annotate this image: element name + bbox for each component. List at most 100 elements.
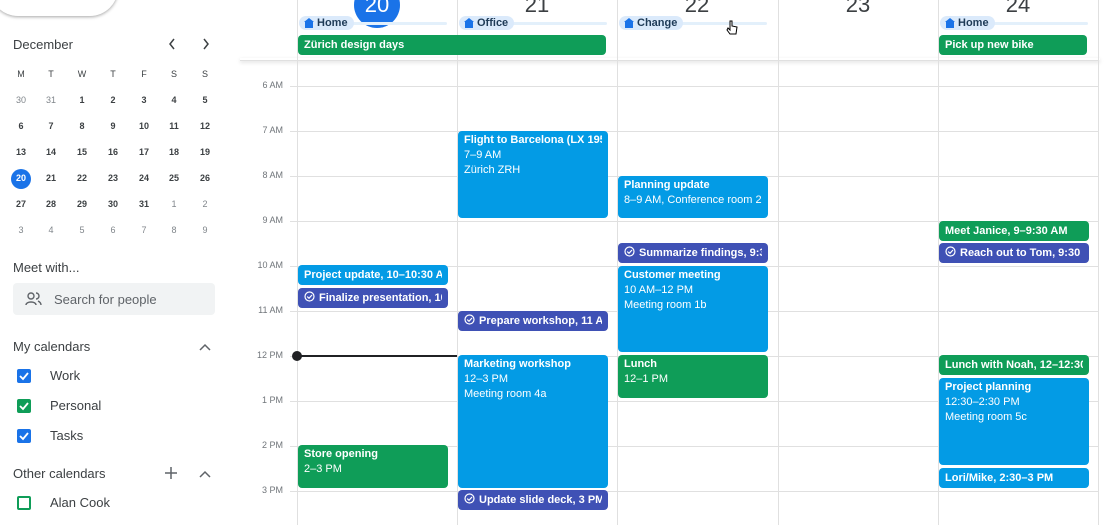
mini-date[interactable]: 21 [45,173,56,183]
mini-date[interactable]: 7 [141,225,147,235]
checkbox[interactable] [17,399,31,413]
mini-date[interactable]: 6 [110,225,116,235]
mini-date[interactable]: 2 [110,95,116,105]
event[interactable]: Update slide deck, 3 PM [458,490,608,510]
event[interactable]: Lori/Mike, 2:30–3 PM [939,468,1089,488]
mini-date[interactable]: 31 [138,199,149,209]
mini-date[interactable]: 25 [168,173,179,183]
mini-date[interactable]: 28 [45,199,56,209]
mini-date[interactable]: 15 [76,147,87,157]
hour-label: 3 PM [261,485,283,495]
event-title: Project update, 10–10:30 AM [304,269,442,281]
location-line [619,22,767,25]
day-number[interactable]: 22 [684,0,710,17]
event-title: Lori/Mike, 2:30–3 PM [945,472,1054,484]
mini-date[interactable]: 20 [15,173,26,183]
event-title: Flight to Barcelona (LX 195 [464,134,602,146]
mini-date[interactable]: 30 [15,95,26,105]
mini-date[interactable]: 24 [138,173,149,183]
event[interactable]: Customer meeting 10 AM–12 PM Meeting room … [618,266,768,352]
mini-date[interactable]: 11 [169,121,179,131]
event[interactable]: Summarize findings, 9:30 AM [618,243,768,263]
calendar-name: Work [50,368,81,383]
event[interactable]: Lunch with Noah, 12–12:30 PM [939,355,1089,375]
location-chip[interactable]: Home [299,16,354,30]
mini-date[interactable]: 4 [171,95,177,105]
location-chip[interactable]: Change [619,16,684,30]
mini-date[interactable]: 8 [171,225,177,235]
mini-date[interactable]: 3 [18,225,24,235]
mini-date[interactable]: 7 [48,121,54,131]
hour-line [290,86,1098,87]
location-line [299,22,447,25]
event[interactable]: Project update, 10–10:30 AM [298,265,448,285]
location-chip[interactable]: Office [459,16,515,30]
day-number[interactable]: 24 [1005,0,1031,17]
mini-date[interactable]: 5 [79,225,85,235]
hour-line [290,401,1098,402]
checkbox[interactable] [17,496,31,510]
prev-month-svg [169,38,175,50]
mini-date[interactable]: 29 [76,199,87,209]
mini-date[interactable]: 26 [199,173,210,183]
mini-date[interactable]: 13 [15,147,26,157]
mini-date[interactable]: 19 [199,147,210,157]
mini-date[interactable]: 18 [168,147,179,157]
event[interactable]: Flight to Barcelona (LX 195 7–9 AM Zürich … [458,131,608,218]
mini-date[interactable]: 17 [138,147,149,157]
event[interactable]: Marketing workshop 12–3 PM Meeting room 4a [458,355,608,488]
event[interactable]: Meet Janice, 9–9:30 AM [939,221,1089,241]
weekday: F [141,69,147,79]
event-title: Summarize findings, 9:30 AM [624,245,762,261]
collapse-icon[interactable] [198,340,212,358]
mini-date[interactable]: 12 [199,121,210,131]
mini-date[interactable]: 9 [202,225,208,235]
event[interactable]: Store opening 2–3 PM [298,445,448,488]
mini-date[interactable]: 9 [110,121,116,131]
add-calendar-svg [165,467,177,479]
collapse-icon[interactable] [198,467,212,485]
day-number[interactable]: 20 [364,0,390,17]
prev-month[interactable] [165,36,179,57]
event[interactable]: Planning update 8–9 AM, Conference room 2 [618,176,768,218]
add-calendar[interactable] [164,466,178,485]
mini-date[interactable]: 14 [45,147,56,157]
event-title: Lunch [624,358,657,370]
event-detail: 10 AM–12 PM [624,284,694,296]
mini-date[interactable]: 6 [18,121,24,131]
day-number[interactable]: 21 [524,0,550,17]
check-mark [19,432,29,441]
event[interactable]: Reach out to Tom, 9:30 AM [939,243,1089,263]
location-chip[interactable]: Home [940,16,995,30]
all-day-event[interactable]: Pick up new bike [939,35,1087,55]
create-button[interactable] [0,0,118,16]
search-box[interactable] [13,283,215,315]
event[interactable]: Project planning 12:30–2:30 PM Meeting roo… [939,378,1089,465]
mini-date[interactable]: 16 [107,147,118,157]
hour-label: 6 AM [262,80,283,90]
people-icon-svg [25,292,42,306]
mini-date[interactable]: 1 [171,199,177,209]
mini-date[interactable]: 8 [79,121,85,131]
checkbox[interactable] [17,429,31,443]
day-number[interactable]: 23 [845,0,871,17]
mini-date[interactable]: 22 [76,173,87,183]
mini-date[interactable]: 1 [79,95,85,105]
mini-date[interactable]: 27 [15,199,26,209]
mini-date[interactable]: 4 [48,225,54,235]
mini-date[interactable]: 5 [202,95,208,105]
next-month[interactable] [199,36,213,57]
event[interactable]: Lunch 12–1 PM [618,355,768,398]
mini-date[interactable]: 3 [141,95,147,105]
checkbox[interactable] [17,369,31,383]
event[interactable]: Finalize presentation, 10:30 AM [298,288,448,308]
all-day-event[interactable]: Zürich design days [298,35,606,55]
mini-date[interactable]: 10 [138,121,149,131]
mini-date[interactable]: 23 [107,173,118,183]
mini-date[interactable]: 31 [45,95,56,105]
mini-date[interactable]: 2 [202,199,208,209]
event[interactable]: Prepare workshop, 11 AM [458,311,608,331]
weekday: T [48,69,54,79]
location-icon [945,18,955,28]
mini-date[interactable]: 30 [107,199,118,209]
